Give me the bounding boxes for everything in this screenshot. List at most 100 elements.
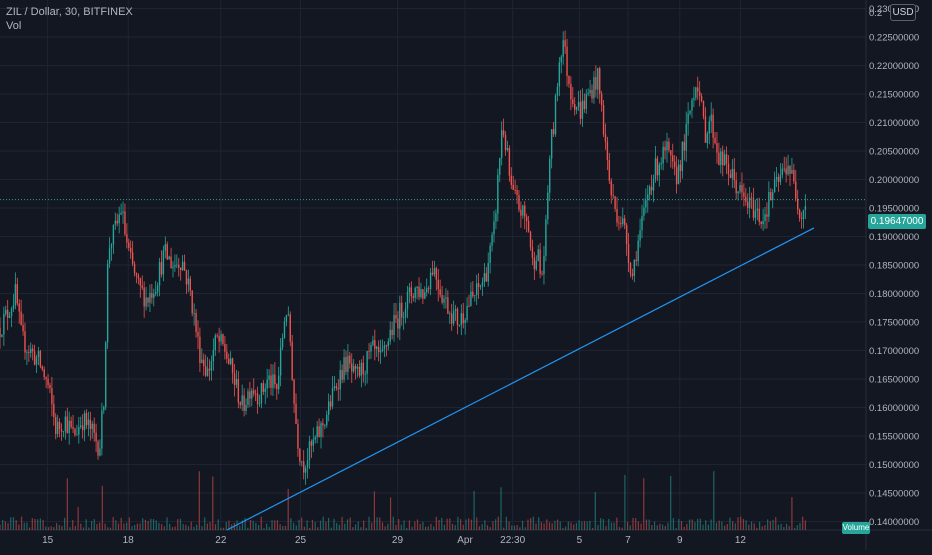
volume-bar [721, 521, 723, 530]
candle-body [687, 113, 689, 124]
volume-bar [134, 524, 136, 530]
volume-bar [61, 525, 63, 530]
volume-bar [664, 525, 666, 530]
candle-body [181, 261, 184, 270]
x-tick-label: 18 [123, 535, 135, 546]
time-axis[interactable]: 15 18 22 25 29 Apr 22:30 5 7 9 12 [42, 535, 746, 546]
candle-body [791, 170, 793, 174]
volume-bar [468, 518, 470, 530]
candle-body [783, 168, 785, 170]
candle-body [197, 331, 199, 337]
candle-body [397, 318, 399, 329]
candle-body [770, 191, 772, 201]
candle-body [249, 391, 251, 399]
volume-bar [613, 522, 615, 530]
candle-body [460, 313, 463, 325]
volume-bar [392, 516, 394, 530]
volume-bar [368, 516, 370, 530]
candle-body [623, 218, 626, 226]
volume-bar [150, 518, 152, 530]
volume-bar [206, 523, 209, 530]
trendline[interactable] [226, 227, 815, 531]
volume-bar [360, 527, 362, 530]
candle-body [85, 413, 88, 426]
volume-bar [481, 524, 483, 530]
candle-body [179, 267, 182, 270]
volume-bar [702, 524, 704, 530]
candle-body [56, 421, 59, 434]
candle-body [112, 224, 115, 245]
volume-bar [31, 518, 33, 530]
candle-body [189, 278, 191, 291]
candle-body [243, 395, 245, 411]
candle-body [206, 368, 209, 376]
candle-body [99, 448, 101, 456]
candle-body [625, 225, 628, 245]
candle-body [570, 83, 572, 100]
candle-body [662, 146, 664, 164]
volume-bar [252, 520, 254, 530]
volume-bar [645, 519, 648, 530]
candle-body [399, 302, 401, 329]
candle-body [254, 393, 257, 395]
candle-body [331, 387, 334, 407]
candle-body [16, 284, 18, 304]
volume-bar [441, 517, 443, 530]
candle-body [764, 214, 766, 221]
candle-body [164, 244, 167, 251]
candle-body [114, 220, 117, 225]
candle-body [439, 289, 441, 296]
volume-bar [508, 521, 510, 530]
y-tick-label: 0.19500000 [869, 204, 919, 215]
candle-body [314, 437, 316, 440]
candle-body [525, 216, 528, 222]
volume-bar [85, 519, 87, 530]
candle-body [781, 168, 784, 176]
candle-body [418, 286, 420, 298]
y-tick-label: 0.22500000 [869, 33, 919, 44]
currency-badge[interactable]: USD [890, 4, 916, 21]
candle-body [31, 348, 34, 352]
candle-body [549, 158, 551, 193]
volume-bar [621, 527, 623, 530]
volume-bar [400, 524, 402, 530]
candle-body [650, 186, 653, 191]
candle-body [226, 351, 228, 359]
candle-body [120, 212, 122, 215]
candle-body [629, 262, 632, 274]
candle-body [698, 91, 701, 97]
candle-body [470, 291, 472, 307]
candle-body [87, 419, 90, 426]
volume-bar [495, 519, 497, 530]
volume-bar [112, 516, 114, 530]
candle-body [37, 351, 40, 358]
candle-body [566, 46, 568, 77]
candle-body [41, 366, 43, 370]
candle-body [766, 214, 768, 217]
volume-bar [486, 525, 489, 530]
candle-body [787, 165, 789, 175]
candle-body [802, 209, 805, 220]
candle-body [377, 346, 380, 353]
volume-bar [142, 518, 144, 530]
volume-indicator-label[interactable]: Vol [6, 20, 22, 32]
candle-body [70, 420, 72, 428]
candle-body [772, 192, 774, 201]
candle-body [62, 431, 65, 433]
candle-body [135, 273, 138, 276]
candle-body [622, 218, 624, 225]
candlesticks [0, 30, 807, 485]
candle-body [28, 351, 30, 353]
volume-bar [734, 523, 736, 530]
volume-bar [389, 497, 392, 530]
price-axis[interactable]: 0.14000000 0.14500000 0.15000000 0.15500000… [869, 4, 919, 528]
volume-bar [715, 522, 718, 530]
volume-bar [414, 521, 416, 530]
candle-body [320, 423, 322, 437]
candle-body [266, 379, 268, 389]
symbol-title[interactable]: ZIL / Dollar, 30, BITFINEX [6, 6, 133, 18]
volume-bar [532, 516, 534, 530]
x-tick-label: 5 [577, 535, 583, 546]
